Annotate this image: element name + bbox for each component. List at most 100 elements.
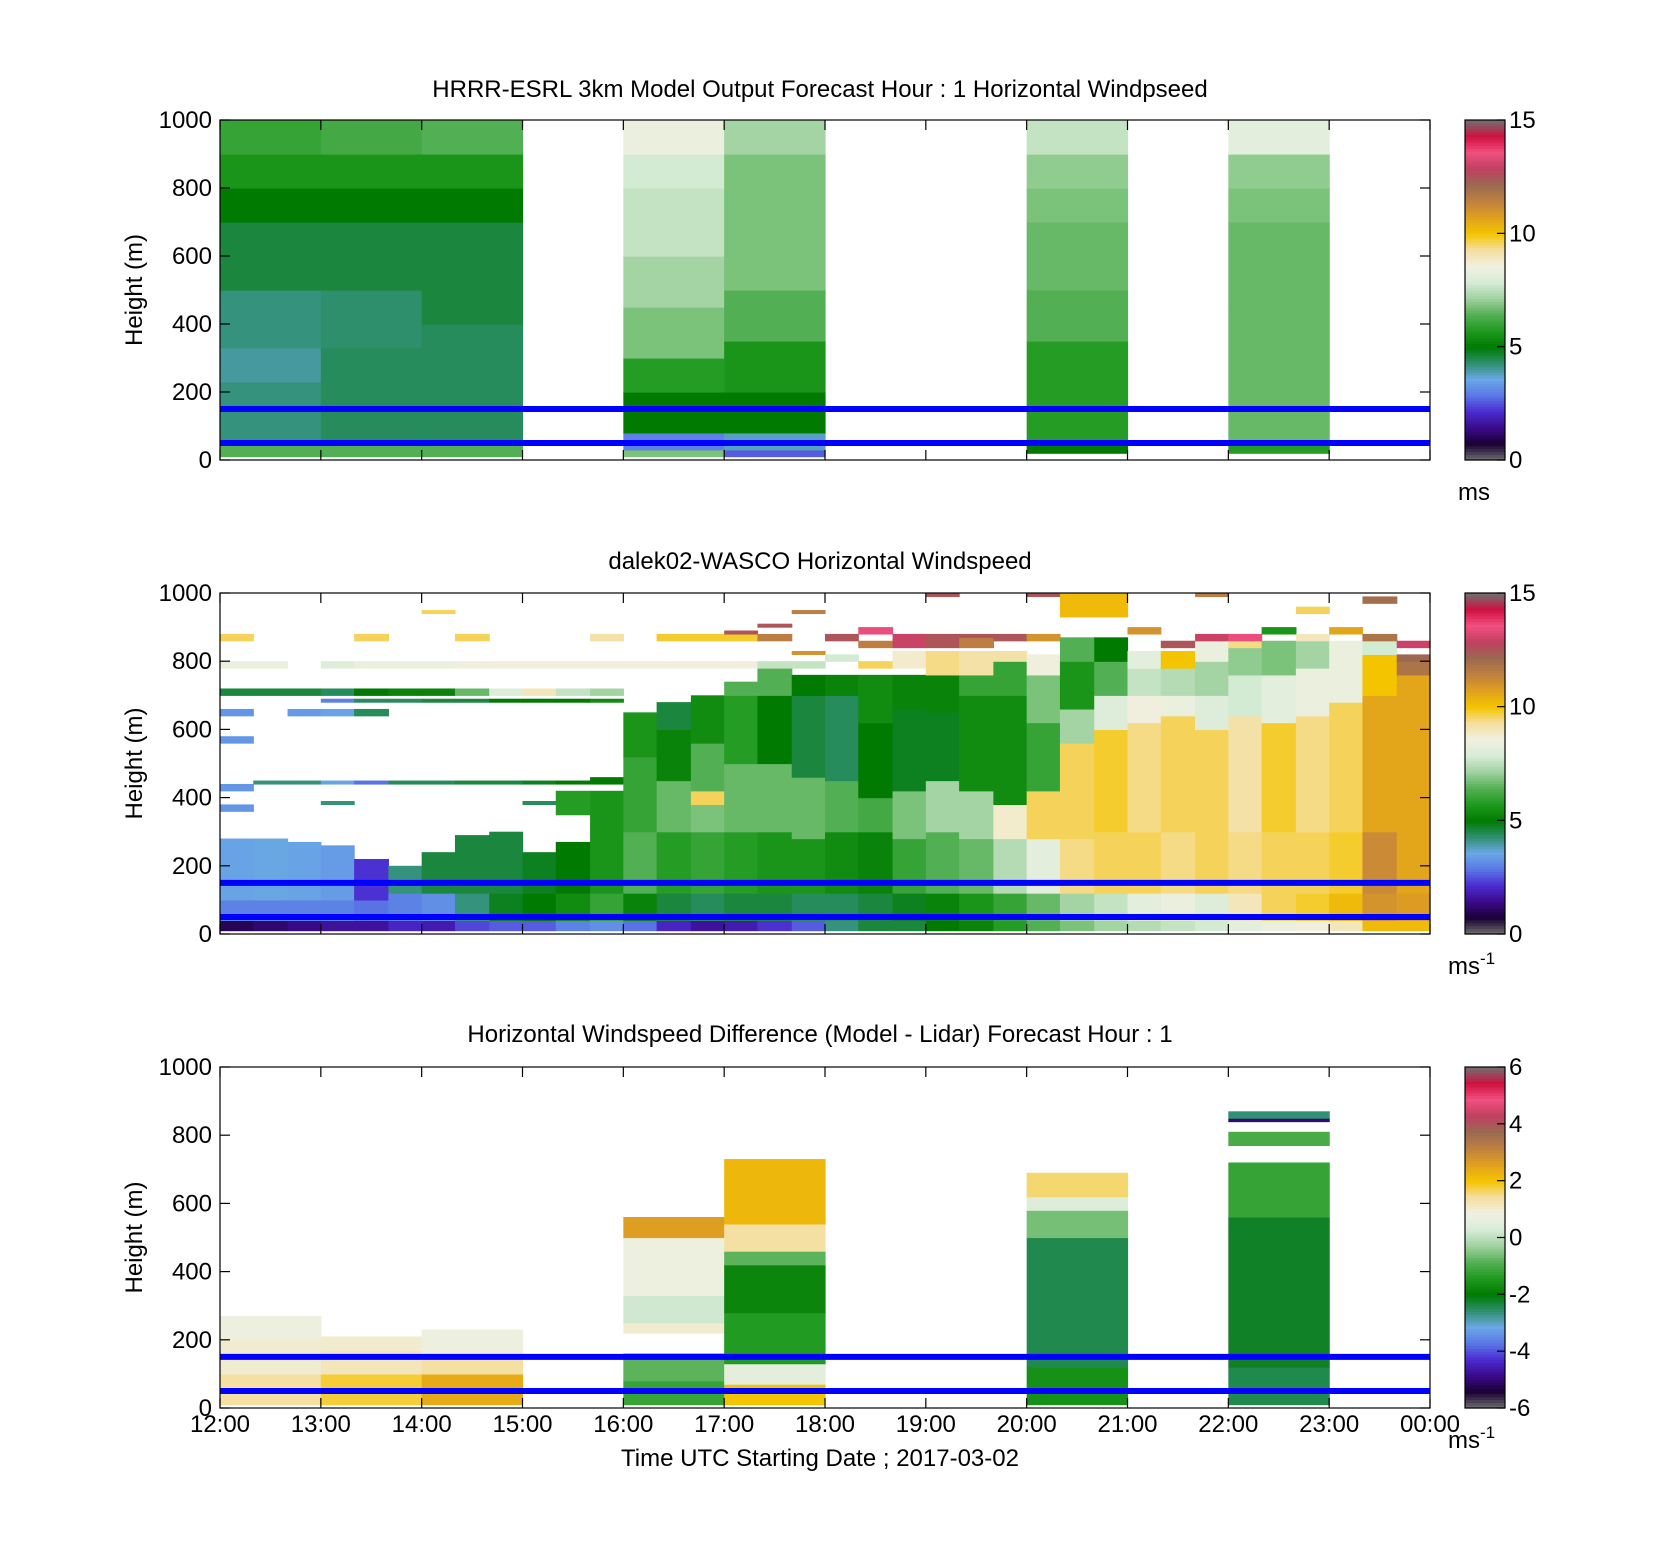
lidar-colorbar-swatch-47 — [1465, 797, 1505, 802]
lidar-cell-23-0 — [993, 920, 1028, 932]
difference-colorbar-swatch-93 — [1465, 1140, 1505, 1145]
difference-colorbar-swatch-79 — [1465, 1180, 1505, 1185]
lidar-colorbar-swatch-16 — [1465, 885, 1505, 890]
lidar-colorbar-swatch-66 — [1465, 743, 1505, 748]
lidar-panel-title: dalek02-WASCO Horizontal Windspeed — [608, 548, 1031, 575]
xtick-label-4: 16:00 — [593, 1411, 653, 1438]
model-colorbar-swatch-110 — [1465, 145, 1505, 149]
model-cell-0-5 — [220, 188, 322, 223]
model-colorbar-swatch-3 — [1465, 448, 1505, 453]
model-cell-4-5 — [724, 154, 826, 291]
difference-colorbar-label-2: -2 — [1509, 1281, 1530, 1308]
lidar-cell-32-4 — [1295, 668, 1330, 717]
model-cell-0-4 — [220, 222, 322, 291]
lidar-colorbar-swatch-118 — [1465, 595, 1505, 600]
difference-colorbar-swatch-13 — [1465, 1368, 1505, 1372]
lidar-cell-9-3 — [522, 801, 557, 806]
lidar-colorbar-swatch-103 — [1465, 638, 1505, 642]
model-colorbar-swatch-43 — [1465, 335, 1505, 339]
lidar-cell-8-0 — [489, 920, 524, 932]
model-panel: HRRR-ESRL 3km Model Output Forecast Hour… — [121, 76, 1536, 506]
model-colorbar-swatch-21 — [1465, 397, 1505, 402]
lidar-cell-11-4 — [590, 698, 624, 703]
model-colorbar-swatch-33 — [1465, 363, 1505, 368]
difference-colorbar-swatch-58 — [1465, 1240, 1505, 1244]
lidar-colorbar-swatch-64 — [1465, 749, 1505, 753]
lidar-cell-3-8 — [320, 661, 355, 669]
lidar-cell-1-0 — [253, 920, 289, 932]
difference-colorbar-swatch-37 — [1465, 1300, 1505, 1304]
lidar-cell-20-6 — [892, 650, 927, 669]
lidar-cell-18-6 — [825, 654, 859, 662]
lidar-cell-27-7 — [1127, 627, 1162, 635]
difference-ytick-label-3: 600 — [172, 1190, 212, 1217]
lidar-colorbar-swatch-99 — [1465, 649, 1505, 654]
model-colorbar-swatch-12 — [1465, 423, 1505, 427]
difference-cell-5-1 — [1026, 1237, 1129, 1368]
difference-colorbar-swatch-30 — [1465, 1319, 1505, 1324]
difference-colorbar-swatch-29 — [1465, 1322, 1505, 1327]
difference-colorbar-swatch-47 — [1465, 1271, 1505, 1276]
lidar-cell-1-3 — [253, 780, 289, 785]
model-colorbar-swatch-49 — [1465, 318, 1505, 322]
lidar-colorbar-swatch-68 — [1465, 737, 1505, 742]
difference-colorbar-swatch-106 — [1465, 1103, 1505, 1108]
lidar-cell-14-5 — [690, 743, 725, 792]
lidar-cell-12-4 — [623, 712, 658, 758]
lidar-colorbar-swatch-106 — [1465, 629, 1505, 634]
lidar-colorbar-swatch-40 — [1465, 817, 1505, 821]
lidar-cell-22-3 — [959, 790, 994, 840]
model-colorbar-swatch-69 — [1465, 261, 1505, 266]
model-colorbar-swatch-94 — [1465, 190, 1505, 195]
difference-colorbar-swatch-0 — [1465, 1405, 1505, 1409]
lidar-cell-33-3 — [1329, 702, 1364, 833]
model-cell-3-5 — [623, 256, 725, 308]
lidar-cell-27-0 — [1127, 920, 1162, 932]
model-colorbar-swatch-114 — [1465, 134, 1505, 138]
model-colorbar-swatch-29 — [1465, 375, 1505, 379]
difference-colorbar-swatch-83 — [1465, 1169, 1505, 1173]
model-heatmap — [220, 120, 1330, 458]
xtick-label-12: 00:00 — [1400, 1411, 1460, 1438]
lidar-colorbar-swatch-12 — [1465, 897, 1505, 901]
difference-colorbar-swatch-57 — [1465, 1243, 1505, 1247]
model-colorbar-swatch-109 — [1465, 148, 1505, 152]
model-colorbar: 0 5 10 15 — [1464, 107, 1536, 474]
lidar-colorbar-unit-exponent: -1 — [1480, 949, 1495, 968]
difference-colorbar-swatch-41 — [1465, 1288, 1505, 1293]
model-colorbar-swatch-79 — [1465, 233, 1505, 237]
model-colorbar-label-1: 5 — [1509, 334, 1522, 361]
difference-colorbar-swatch-116 — [1465, 1075, 1505, 1079]
model-colorbar-swatch-60 — [1465, 287, 1505, 291]
model-colorbar-swatch-48 — [1465, 321, 1505, 325]
lidar-cell-27-4 — [1127, 695, 1162, 724]
model-cell-1-6 — [320, 120, 423, 155]
model-colorbar-swatch-66 — [1465, 270, 1505, 274]
model-cell-1-1 — [320, 347, 423, 444]
lidar-cell-31-5 — [1261, 640, 1297, 676]
model-colorbar-label-0: 0 — [1509, 447, 1522, 474]
lidar-colorbar-swatch-72 — [1465, 726, 1505, 730]
lidar-colorbar-swatch-70 — [1465, 732, 1505, 736]
xtick-label-8: 20:00 — [997, 1411, 1057, 1438]
lidar-colorbar-swatch-98 — [1465, 652, 1505, 657]
model-colorbar-swatch-30 — [1465, 372, 1505, 376]
model-x-ticks — [219, 120, 1431, 460]
difference-colorbar-swatch-15 — [1465, 1362, 1505, 1366]
lidar-cell-11-2 — [590, 790, 624, 894]
model-ytick-label-5: 1000 — [159, 107, 212, 134]
lidar-cell-26-6 — [1094, 637, 1129, 662]
model-cell-2-1 — [421, 324, 524, 444]
lidar-colorbar-swatch-18 — [1465, 880, 1505, 884]
lidar-cell-6-6 — [421, 661, 456, 669]
difference-colorbar-swatch-90 — [1465, 1149, 1505, 1153]
lidar-colorbar-swatch-92 — [1465, 669, 1505, 674]
lidar-colorbar-swatch-113 — [1465, 610, 1505, 614]
lidar-colorbar-swatch-46 — [1465, 800, 1505, 804]
lidar-cell-9-0 — [522, 920, 557, 932]
difference-colorbar-swatch-108 — [1465, 1098, 1505, 1102]
lidar-cell-6-0 — [421, 920, 456, 932]
lidar-cell-5-4 — [388, 698, 423, 703]
model-colorbar-swatch-50 — [1465, 315, 1505, 319]
lidar-cell-4-7 — [354, 661, 389, 669]
